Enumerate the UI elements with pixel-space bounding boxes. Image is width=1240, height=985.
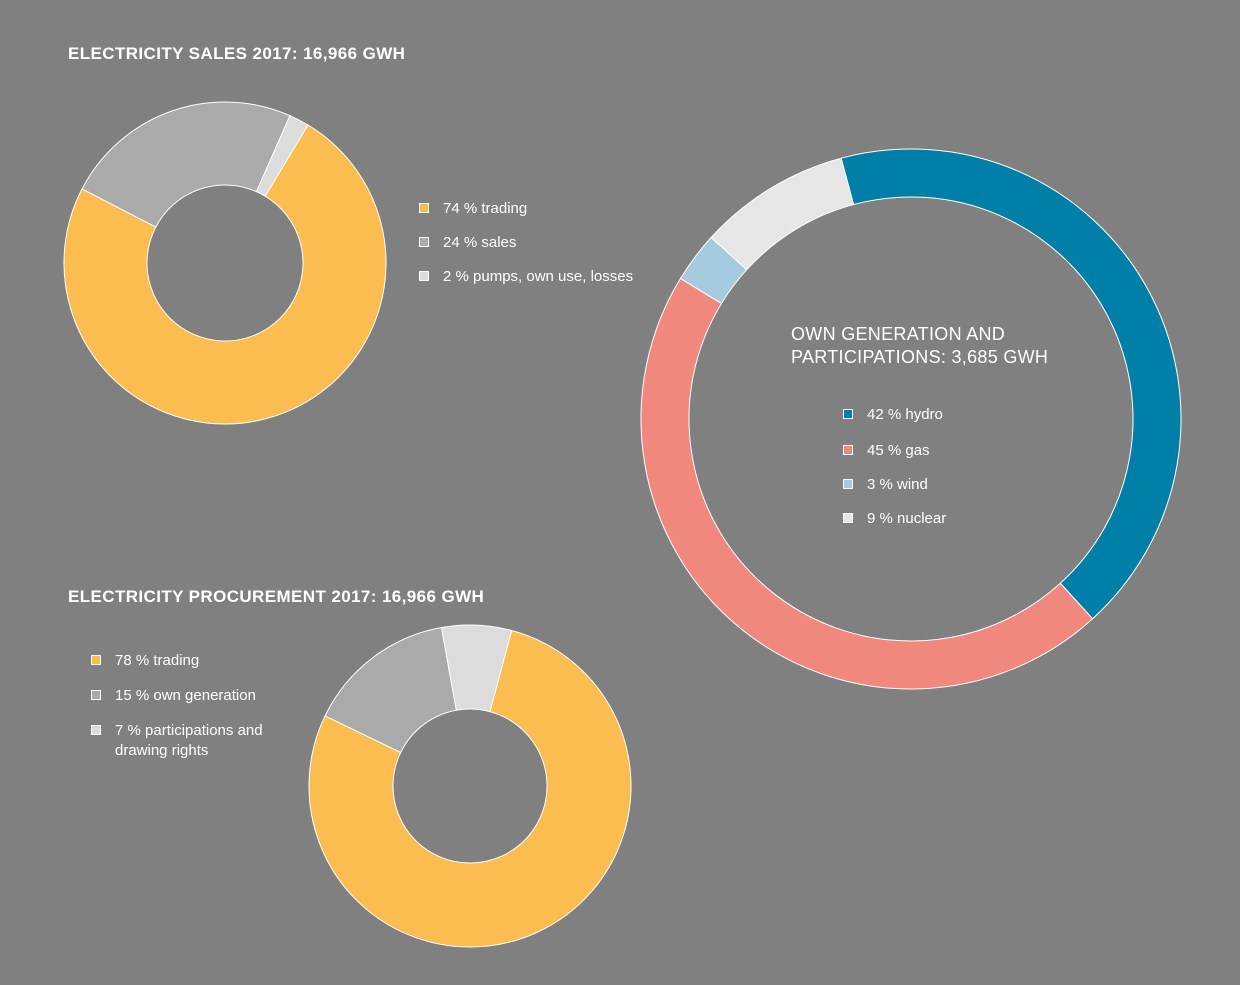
legend-label: 7 % participations and	[115, 722, 263, 739]
slice-hydro	[840, 148, 1182, 620]
pumps-swatch	[419, 271, 429, 281]
trading-swatch	[419, 203, 429, 213]
slice-gas	[640, 277, 1094, 690]
sales-chart-title: ELECTRICITY SALES 2017: 16,966 GWH	[68, 44, 406, 63]
slice-nuclear	[710, 157, 855, 271]
generation-title-line-2: PARTICIPATIONS: 3,685 GWH	[791, 347, 1049, 367]
legend-label: 2 % pumps, own use, losses	[443, 268, 634, 285]
slice-trading	[308, 629, 632, 948]
sales-swatch	[419, 237, 429, 247]
wind-swatch	[843, 479, 853, 489]
legend-label: 78 % trading	[115, 652, 200, 669]
legend-label: 42 % hydro	[867, 406, 943, 423]
participations-swatch	[91, 725, 101, 735]
generation-title-line-1: OWN GENERATION AND	[791, 324, 1006, 344]
procurement-chart-title: ELECTRICITY PROCUREMENT 2017: 16,966 GWH	[68, 587, 485, 606]
slice-trading	[63, 124, 387, 425]
hydro-swatch	[843, 409, 853, 419]
legend-label: 45 % gas	[867, 442, 930, 459]
legend-label: 74 % trading	[443, 200, 528, 217]
trading-swatch	[91, 655, 101, 665]
slice-pumps-own-use-losses	[255, 115, 309, 197]
slice-sales	[81, 101, 291, 228]
nuclear-swatch	[843, 513, 853, 523]
generation-chart-title: OWN GENERATION AND PARTICIPATIONS: 3,685…	[791, 323, 1048, 369]
legend-label: 15 % own generation	[115, 687, 256, 704]
legend-label: 9 % nuclear	[867, 510, 947, 527]
legend-label: drawing rights	[115, 742, 209, 759]
legend-label: 24 % sales	[443, 234, 517, 251]
gas-swatch	[843, 445, 853, 455]
own-generation-swatch	[91, 690, 101, 700]
slice-own-generation	[324, 626, 457, 754]
slice-participations-and-drawing-rights	[440, 624, 513, 713]
legend-label: 3 % wind	[867, 476, 928, 493]
